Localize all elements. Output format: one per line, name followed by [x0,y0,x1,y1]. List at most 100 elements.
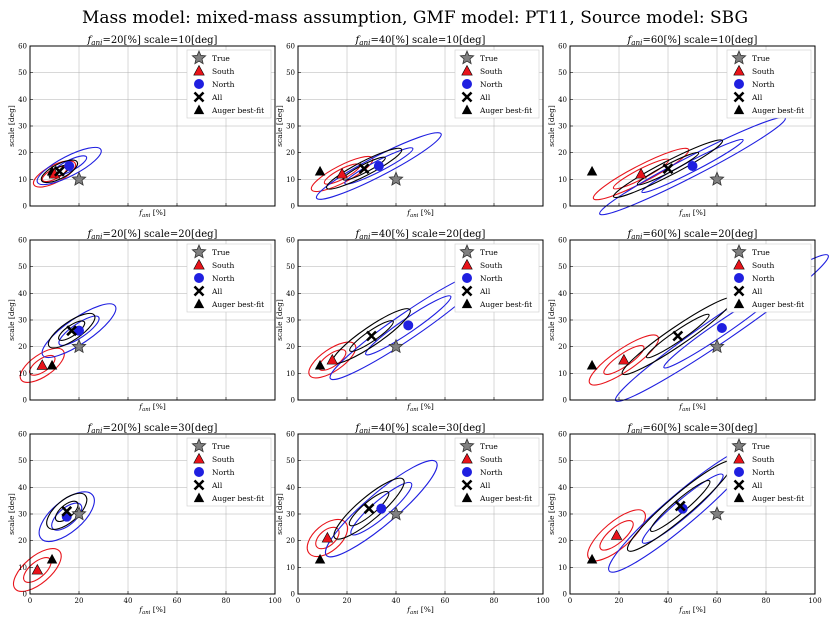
legend-auger-symbol [733,492,745,503]
legend-all-label: All [211,481,223,490]
true-marker [709,171,725,186]
x-axis-label: fani [%] [406,605,434,616]
legend-auger-label: Auger best-fit [211,494,264,503]
south-contour-outer [308,341,357,379]
panel-title: fani=60[%] scale=30[deg] [627,423,758,435]
y-tick-label: 20 [18,343,27,351]
y-tick-label: 30 [18,511,27,519]
legend-north-symbol [462,467,472,477]
all-marker [61,505,73,517]
legend-all-label: All [479,287,491,296]
all-marker [662,163,674,175]
x-tick-label: 80 [490,597,499,605]
all-contour-outer [46,492,88,530]
legend-south-symbol [461,258,473,270]
legend-true-label: True [752,442,770,451]
legend-true-label: True [480,54,498,63]
legend-auger-symbol [733,298,745,309]
true-marker [388,505,404,521]
legend-all-symbol [733,91,745,103]
legend-auger-label: Auger best-fit [211,300,264,309]
panel-title: fani=60[%] scale=20[deg] [627,229,758,241]
legend-north-label: North [480,80,503,89]
y-tick-label: 10 [558,564,567,572]
legend-true-label: True [212,442,230,451]
legend-true-label: True [212,54,230,63]
legend-north-symbol [734,79,744,89]
legend-true-label: True [752,248,770,257]
y-tick-label: 40 [286,484,295,492]
panel-title: fani=20[%] scale=20[deg] [87,229,218,241]
legend-all-symbol [733,285,745,297]
x-tick-label: 40 [664,597,673,605]
legend: True South North All Auger best-fit [186,437,272,507]
all-marker [672,330,684,342]
legend-true-label: True [752,54,770,63]
legend-true-symbol [459,437,475,453]
y-tick-label: 60 [18,43,27,51]
y-tick-label: 50 [558,263,567,271]
auger-marker [314,553,326,564]
y-tick-label: 30 [286,317,295,325]
x-axis-label: fani [%] [138,402,166,413]
legend-north-label: North [752,274,775,283]
panel-f40-s20: 0 10 20 30 40 50 60 fani [%] scale [deg] fani=40[… [275,229,544,413]
legend-all-symbol [193,479,205,491]
y-tick-label: 20 [18,149,27,157]
y-tick-label: 0 [563,591,567,599]
y-tick-label: 10 [18,564,27,572]
legend-north-label: North [752,80,775,89]
south-contour-outer [592,147,690,201]
legend: True South North All Auger best-fit [454,243,540,313]
legend-south-symbol [193,64,205,76]
y-tick-label: 20 [286,537,295,545]
legend-south-label: South [752,455,774,464]
y-tick-label: 30 [558,123,567,131]
legend: True South North All Auger best-fit [454,437,540,507]
true-marker [71,505,87,521]
legend-all-symbol [461,91,473,103]
y-tick-label: 20 [558,537,567,545]
legend-true-symbol [191,437,207,453]
legend-true-symbol [191,243,207,259]
true-marker [709,505,725,521]
y-tick-label: 60 [558,431,567,439]
y-axis-label: scale [deg] [275,105,284,147]
legend-true-symbol [191,49,207,65]
legend-north-label: North [212,274,235,283]
panel-f60-s30: 0 10 20 30 40 50 60 0 20 40 60 80 100 fani [%] scale [… [547,423,822,616]
y-tick-label: 50 [286,457,295,465]
panel-f40-s30: 0 10 20 30 40 50 60 0 20 40 60 80 100 fani [%] scale [… [275,423,550,616]
legend-south-label: South [212,455,234,464]
y-tick-label: 0 [23,591,27,599]
all-marker [363,503,375,515]
legend-true-symbol [731,243,747,259]
legend-auger-symbol [461,492,473,503]
y-tick-label: 20 [286,149,295,157]
y-tick-label: 10 [18,176,27,184]
true-marker [709,338,725,354]
x-tick-label: 60 [713,597,722,605]
south-contour-outer [19,347,65,383]
all-marker [366,330,377,342]
panel-f20-s30: 0 10 20 30 40 50 60 0 20 40 60 80 100 fani [%] scale [… [7,423,282,616]
legend-all-symbol [461,479,473,491]
x-tick-label: 60 [173,597,182,605]
y-tick-label: 50 [558,457,567,465]
y-axis-label: scale [deg] [547,105,556,147]
north-marker [716,323,727,333]
legend-auger-symbol [733,104,745,115]
south-contour-outer [588,334,660,386]
legend-north-label: North [480,274,503,283]
y-tick-label: 10 [558,370,567,378]
x-tick-label: 0 [296,597,300,605]
legend-true-symbol [731,49,747,65]
panel-title: fani=20[%] scale=10[deg] [87,35,218,47]
y-tick-label: 40 [558,96,567,104]
y-tick-label: 10 [286,370,295,378]
legend-auger-symbol [193,104,205,115]
y-tick-label: 50 [558,69,567,77]
panel-f60-s10: 0 10 20 30 40 50 60 fani [%] scale [deg] fani=60[… [547,35,816,219]
legend-north-symbol [734,273,744,283]
legend-auger-symbol [193,298,205,309]
